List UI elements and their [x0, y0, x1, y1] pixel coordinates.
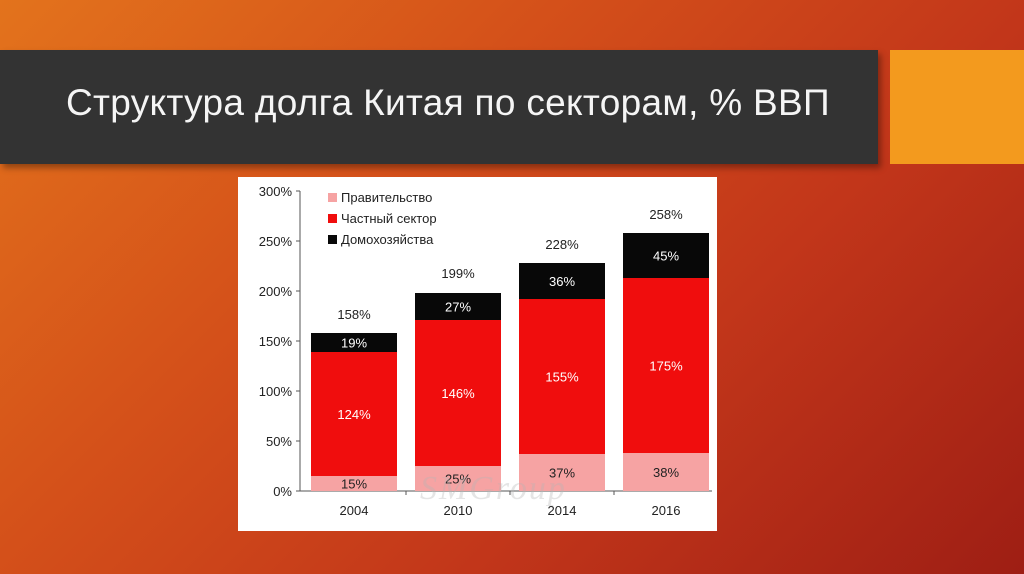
- x-tick-label: 2016: [652, 503, 681, 518]
- x-tick-label: 2004: [340, 503, 369, 518]
- title-bar: [0, 50, 878, 164]
- data-label: 19%: [341, 336, 367, 351]
- bar-segment: [415, 320, 501, 466]
- legend-swatch: [328, 235, 337, 244]
- accent-box: [890, 50, 1024, 164]
- bar-segment: [311, 333, 397, 352]
- total-label: 158%: [337, 307, 371, 322]
- bar-segment: [623, 233, 709, 278]
- data-label: 37%: [549, 466, 575, 481]
- total-label: 199%: [441, 266, 475, 281]
- data-label: 124%: [337, 407, 371, 422]
- y-tick-label: 300%: [259, 184, 293, 199]
- bar-segment: [311, 476, 397, 491]
- bar-segment: [519, 263, 605, 299]
- chart-panel: 0% 50% 100% 150% 200% 250% 300% 15% 124% 19% 158% 2…: [238, 177, 719, 531]
- legend-swatch: [328, 193, 337, 202]
- data-label: 175%: [649, 359, 683, 374]
- y-tick-label: 0%: [273, 484, 292, 499]
- bar-segment: [415, 466, 501, 491]
- bar-segment: [519, 299, 605, 454]
- watermark: SMGroup: [420, 470, 567, 507]
- y-tick-label: 150%: [259, 334, 293, 349]
- y-tick-label: 250%: [259, 234, 293, 249]
- stacked-bar-chart: 0% 50% 100% 150% 200% 250% 300% 15% 124% 19% 158% 2…: [259, 184, 719, 518]
- legend-swatch: [328, 214, 337, 223]
- bar-segment: [519, 454, 605, 491]
- data-label: 25%: [445, 472, 471, 487]
- bar-segment: [311, 352, 397, 476]
- y-tick-label: 200%: [259, 284, 293, 299]
- bar-segment: [623, 278, 709, 453]
- slide-title: Структура долга Китая по секторам, % ВВП: [66, 82, 830, 123]
- data-label: 146%: [441, 386, 475, 401]
- total-label: 258%: [649, 207, 683, 222]
- x-tick-label: 2010: [444, 503, 473, 518]
- data-label: 38%: [653, 465, 679, 480]
- data-label: 45%: [653, 249, 679, 264]
- data-label: 15%: [341, 477, 367, 492]
- y-tick-label: 100%: [259, 384, 293, 399]
- y-tick-label: 50%: [266, 434, 292, 449]
- bar-segment: [415, 293, 501, 320]
- bar-segment: [623, 453, 709, 491]
- legend-label: Домохозяйства: [341, 232, 434, 247]
- data-label: 155%: [545, 370, 579, 385]
- x-tick-label: 2014: [548, 503, 577, 518]
- legend-label: Частный сектор: [341, 211, 437, 226]
- data-label: 27%: [445, 300, 471, 315]
- total-label: 228%: [545, 237, 579, 252]
- legend-label: Правительство: [341, 190, 432, 205]
- data-label: 36%: [549, 274, 575, 289]
